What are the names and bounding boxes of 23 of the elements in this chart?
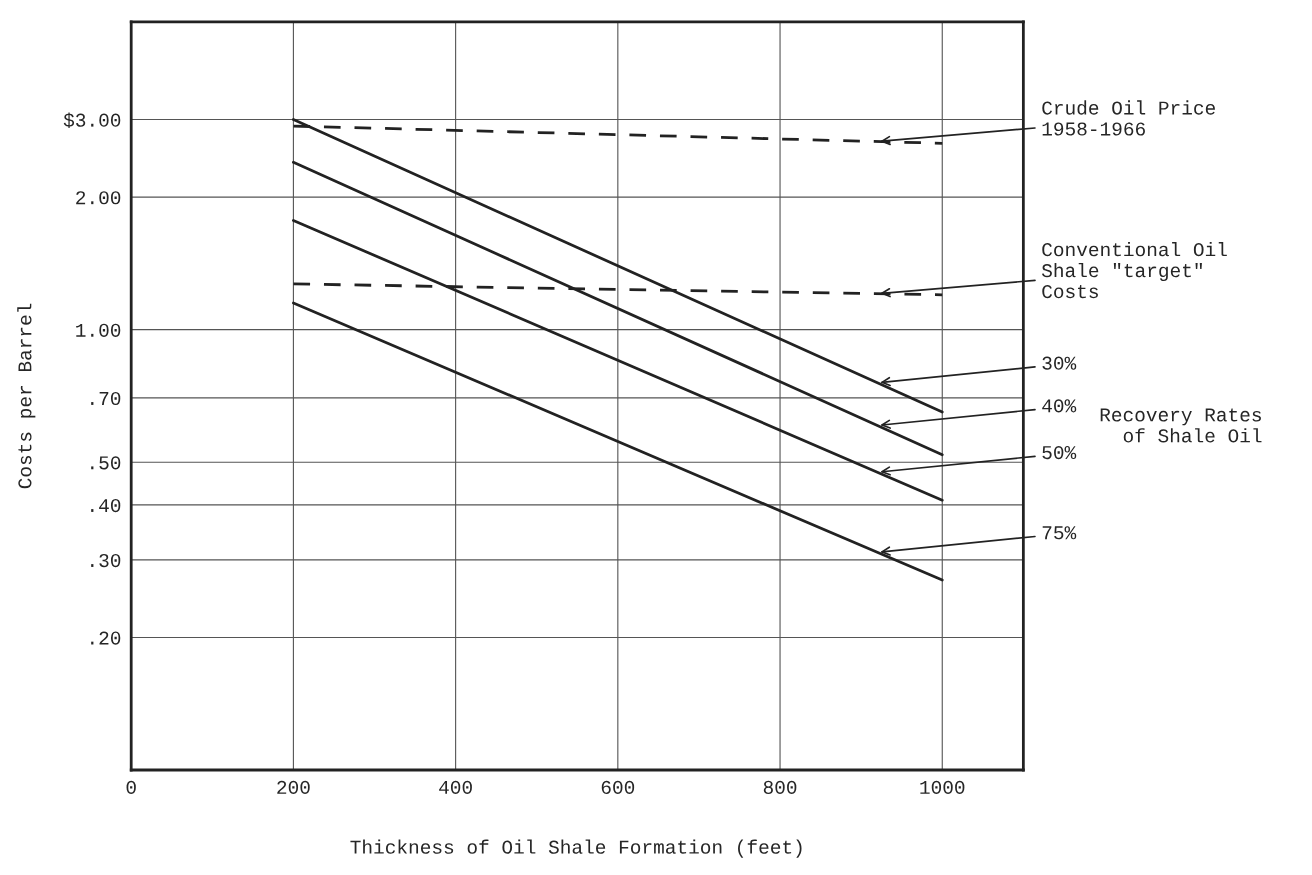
x-tick-label: 200 (277, 780, 310, 794)
y-tick-label: .40 (91, 498, 121, 513)
text: 40% (1042, 399, 1077, 413)
x-tick-label: 400 (439, 780, 472, 794)
x-tick-label: 1000 (920, 780, 965, 794)
y-tick-label: 1.00 (76, 323, 121, 337)
y-tick-label: .30 (91, 553, 121, 568)
text: Conventional Oil Shale "target" Costs (1041, 242, 1227, 299)
y-tick-label: $3.00 (63, 112, 121, 128)
text: 30% (1042, 356, 1077, 370)
y-tick-label: 2.00 (76, 191, 121, 205)
text: Crude Oil Price 1958-1966 (1042, 100, 1215, 136)
y-axis-title: Costs per Barrel (17, 303, 36, 489)
y-tick-label: .20 (91, 631, 121, 645)
x-tick-label: 600 (601, 780, 635, 794)
text: 50% (1042, 445, 1077, 460)
text: 75% (1042, 526, 1077, 540)
x-tick-label: 800 (763, 780, 797, 794)
y-tick-label: .70 (91, 391, 121, 406)
x-axis-title: Thickness of Oil Shale Formation (feet) (350, 839, 802, 858)
y-tick-label: .50 (91, 456, 121, 470)
text: Recovery Rates of Shale Oil (1100, 408, 1262, 443)
x-tick-label: 0 (126, 780, 136, 794)
